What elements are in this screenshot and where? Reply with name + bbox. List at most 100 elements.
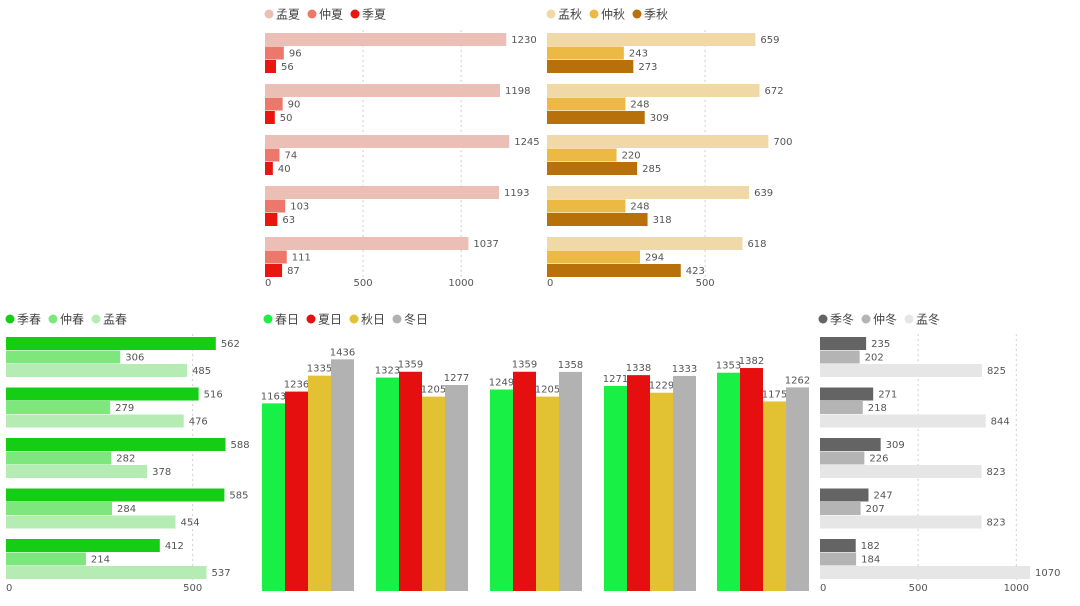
winter-bar-季冬-1[interactable] <box>820 387 874 401</box>
autumn-legend-label-1: 仲秋 <box>601 8 625 22</box>
winter-bar-季冬-4[interactable] <box>820 539 856 552</box>
autumn-bar-孟秋-1[interactable] <box>547 84 760 97</box>
autumn-legend-item-0[interactable]: 孟秋 <box>546 8 583 22</box>
spring-bar-孟春-4[interactable] <box>6 566 207 579</box>
autumn-bar-仲秋-4[interactable] <box>547 250 640 264</box>
spring-bar-仲春-3[interactable] <box>6 502 113 515</box>
days-column-冬日-3[interactable] <box>673 375 696 591</box>
summer-bar-仲夏-1[interactable] <box>265 97 283 111</box>
days-column-春日-3[interactable] <box>604 385 627 591</box>
winter-legend-item-1[interactable]: 仲冬 <box>861 312 898 327</box>
autumn-bar-仲秋-3[interactable] <box>547 199 626 213</box>
days-column-夏日-4[interactable] <box>740 368 763 591</box>
days-column-夏日-3[interactable] <box>627 375 650 591</box>
days-column-冬日-1[interactable] <box>445 384 468 591</box>
spring-bar-季春-3[interactable] <box>6 488 225 502</box>
summer-bar-孟夏-3[interactable] <box>265 186 500 199</box>
autumn-bar-仲秋-2[interactable] <box>547 148 617 162</box>
winter-bar-仲冬-3[interactable] <box>820 502 861 515</box>
winter-bar-仲冬-2[interactable] <box>820 451 865 465</box>
autumn-bar-季秋-0[interactable] <box>547 60 634 73</box>
summer-bar-季夏-2[interactable] <box>265 162 273 175</box>
spring-bar-仲春-2[interactable] <box>6 451 112 465</box>
autumn-bar-季秋-2[interactable] <box>547 162 638 175</box>
days-column-春日-1[interactable] <box>376 377 399 591</box>
days-column-冬日-0[interactable] <box>331 359 354 591</box>
autumn-bar-孟秋-0[interactable] <box>547 33 756 46</box>
summer-data-label-孟夏-0: 1230 <box>511 35 536 46</box>
days-column-秋日-4[interactable] <box>763 401 786 591</box>
spring-bar-仲春-4[interactable] <box>6 552 86 566</box>
winter-legend-item-2[interactable]: 孟冬 <box>904 312 941 327</box>
winter-bar-仲冬-4[interactable] <box>820 552 857 566</box>
winter-legend-item-0[interactable]: 季冬 <box>818 312 855 327</box>
winter-bar-孟冬-1[interactable] <box>820 414 986 428</box>
days-column-夏日-1[interactable] <box>399 371 422 591</box>
days-legend-item-1[interactable]: 夏日 <box>306 313 343 327</box>
days-column-秋日-2[interactable] <box>536 396 559 591</box>
spring-bar-孟春-1[interactable] <box>6 414 184 428</box>
winter-bar-季冬-0[interactable] <box>820 337 867 350</box>
winter-bar-孟冬-4[interactable] <box>820 566 1031 579</box>
days-column-秋日-0[interactable] <box>308 375 331 591</box>
summer-bar-仲夏-2[interactable] <box>265 148 280 162</box>
autumn-legend-item-2[interactable]: 季秋 <box>632 8 669 22</box>
summer-legend-item-0[interactable]: 孟夏 <box>264 8 301 22</box>
winter-bar-仲冬-0[interactable] <box>820 350 860 364</box>
winter-bar-孟冬-2[interactable] <box>820 465 982 478</box>
days-column-春日-4[interactable] <box>717 372 740 591</box>
spring-bar-季春-1[interactable] <box>6 387 199 401</box>
autumn-bar-季秋-4[interactable] <box>547 264 681 277</box>
days-legend-item-3[interactable]: 冬日 <box>392 312 429 327</box>
days-legend-item-2[interactable]: 秋日 <box>349 313 386 327</box>
spring-bar-孟春-3[interactable] <box>6 515 176 529</box>
summer-bar-仲夏-3[interactable] <box>265 199 286 213</box>
spring-bar-孟春-0[interactable] <box>6 364 188 377</box>
summer-bar-孟夏-4[interactable] <box>265 237 469 250</box>
spring-legend-item-1[interactable]: 仲春 <box>48 313 85 327</box>
autumn-bar-季秋-1[interactable] <box>547 111 645 124</box>
spring-bar-孟春-2[interactable] <box>6 465 148 478</box>
winter-bar-孟冬-3[interactable] <box>820 515 982 529</box>
summer-bar-孟夏-1[interactable] <box>265 84 500 97</box>
spring-legend-item-2[interactable]: 孟春 <box>91 313 128 327</box>
summer-bar-季夏-0[interactable] <box>265 60 276 73</box>
days-column-夏日-2[interactable] <box>513 371 536 591</box>
winter-bar-仲冬-1[interactable] <box>820 401 863 414</box>
summer-bar-季夏-3[interactable] <box>265 213 278 226</box>
days-column-春日-2[interactable] <box>490 389 513 591</box>
autumn-bar-孟秋-3[interactable] <box>547 186 750 199</box>
autumn-bar-季秋-3[interactable] <box>547 213 648 226</box>
winter-bar-季冬-3[interactable] <box>820 488 869 502</box>
summer-bar-季夏-1[interactable] <box>265 111 275 124</box>
summer-legend-item-2[interactable]: 季夏 <box>350 8 387 22</box>
autumn-bar-孟秋-4[interactable] <box>547 237 743 250</box>
winter-bar-孟冬-0[interactable] <box>820 364 982 377</box>
days-column-秋日-3[interactable] <box>650 392 673 591</box>
days-column-春日-0[interactable] <box>262 403 285 591</box>
summer-bar-仲夏-0[interactable] <box>265 46 284 60</box>
days-column-冬日-2[interactable] <box>559 371 582 591</box>
autumn-legend-item-1[interactable]: 仲秋 <box>589 8 626 22</box>
autumn-bar-仲秋-1[interactable] <box>547 97 626 111</box>
spring-bar-季春-0[interactable] <box>6 337 216 350</box>
summer-bar-孟夏-0[interactable] <box>265 33 507 46</box>
days-column-冬日-4[interactable] <box>786 387 809 591</box>
spring-bar-季春-4[interactable] <box>6 539 160 552</box>
summer-legend-item-1[interactable]: 仲夏 <box>307 8 344 22</box>
days-legend-item-0[interactable]: 春日 <box>263 313 300 327</box>
summer-bar-仲夏-4[interactable] <box>265 250 287 264</box>
days-column-夏日-0[interactable] <box>285 391 308 591</box>
winter-x-tick-0: 0 <box>820 583 826 594</box>
spring-data-label-仲春-3: 284 <box>117 504 136 515</box>
spring-legend-item-0[interactable]: 季春 <box>5 313 42 327</box>
autumn-bar-孟秋-2[interactable] <box>547 135 769 148</box>
spring-bar-仲春-1[interactable] <box>6 401 111 414</box>
spring-bar-仲春-0[interactable] <box>6 350 121 364</box>
summer-bar-孟夏-2[interactable] <box>265 135 510 148</box>
spring-bar-季春-2[interactable] <box>6 438 226 451</box>
winter-bar-季冬-2[interactable] <box>820 438 881 451</box>
summer-bar-季夏-4[interactable] <box>265 264 283 277</box>
days-column-秋日-1[interactable] <box>422 396 445 591</box>
autumn-bar-仲秋-0[interactable] <box>547 46 624 60</box>
